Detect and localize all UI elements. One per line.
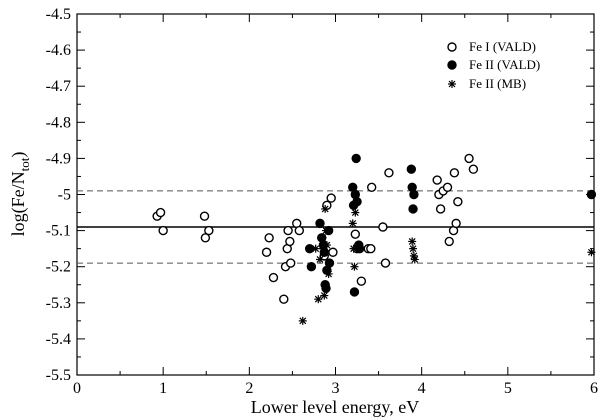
point-fe2-mb-3 [315, 255, 324, 264]
y-tick-label-1: -5.4 [46, 331, 71, 348]
point-fe2-mb-2 [314, 295, 323, 304]
point-fe2-mb-1 [311, 244, 320, 253]
point-fe2-mb-9 [322, 241, 331, 250]
y-axis: -5.5 -5.4 -5.3 -5.2 -5.1 -5 -4.9 -4.8 -4.7 -4.6 -4… [46, 6, 594, 384]
point-fe1-vald-6 [261, 247, 272, 257]
point-fe1-vald-30 [432, 175, 442, 185]
point-fe1-vald-35 [444, 236, 454, 247]
y-tick-label-7: -4.8 [46, 114, 71, 131]
y-tick-label-4: -5.1 [46, 223, 71, 240]
y-axis-title: log(Fe/Ntot) [8, 152, 32, 237]
point-fe1-vald-21 [350, 229, 361, 239]
x-tick-label-5: 5 [504, 380, 512, 397]
point-fe1-vald-8 [268, 272, 279, 283]
y-tick-label-10: -4.5 [46, 6, 71, 23]
point-fe2-mb-13 [350, 262, 359, 271]
point-fe1-vald-7 [264, 233, 274, 243]
point-fe1-vald-41 [468, 164, 479, 174]
point-fe2-vald-19 [406, 164, 417, 174]
point-fe1-vald-14 [285, 258, 296, 268]
y-axis-title-main: log(Fe/N [8, 171, 29, 236]
point-fe2-mb-16 [409, 244, 418, 253]
point-fe1-vald-19 [326, 193, 336, 203]
y-tick-label-2: -5.3 [46, 295, 71, 312]
point-fe1-vald-40 [464, 153, 474, 164]
point-fe2-vald-13 [349, 287, 360, 297]
y-tick-label-5: -5 [58, 187, 71, 204]
point-fe2-mb-4 [318, 233, 327, 242]
x-tick-label-4: 4 [418, 380, 426, 397]
series-0 [152, 153, 479, 304]
y-tick-label-3: -5.2 [46, 259, 71, 276]
legend-label-fe2-mb: Fe II (MB) [469, 76, 526, 91]
point-fe1-vald-3 [199, 211, 210, 221]
point-fe1-vald-34 [442, 182, 453, 192]
point-fe2-mb-15 [408, 237, 417, 246]
x-tick-label-2: 2 [245, 380, 253, 397]
point-fe1-vald-39 [453, 197, 463, 207]
point-fe2-vald-16 [352, 197, 362, 207]
x-tick-label-0: 0 [73, 380, 81, 397]
legend-marker-fe2-mb [448, 80, 456, 88]
point-fe1-vald-5 [204, 225, 214, 236]
legend: Fe I (VALD) Fe II (VALD) Fe II (MB) [433, 36, 557, 98]
point-fe2-mb-14 [351, 208, 360, 217]
data-points [152, 153, 597, 325]
point-fe2-vald-2 [315, 218, 325, 229]
legend-label-fe2-vald: Fe II (VALD) [469, 57, 540, 72]
point-fe2-vald-23 [586, 189, 597, 200]
point-fe1-vald-32 [435, 204, 446, 214]
point-fe2-mb-0 [298, 316, 307, 325]
point-fe1-vald-37 [449, 168, 460, 178]
point-fe1-vald-26 [366, 182, 377, 192]
x-tick-label-6: 6 [590, 380, 598, 397]
point-fe2-vald-10 [324, 258, 335, 268]
series-2 [298, 204, 596, 325]
point-fe1-vald-13 [285, 236, 295, 247]
point-fe2-mb-8 [322, 226, 331, 235]
y-tick-label-0: -5.5 [46, 367, 71, 384]
point-fe2-mb-7 [321, 204, 330, 213]
x-tick-label-1: 1 [159, 380, 167, 397]
point-fe2-mb-11 [348, 219, 357, 228]
legend-label-fe1-vald: Fe I (VALD) [469, 39, 536, 54]
point-fe2-mb-10 [324, 269, 333, 278]
x-tick-label-3: 3 [332, 380, 340, 397]
x-axis: 0 1 2 3 4 5 6 [73, 14, 598, 397]
point-fe1-vald-4 [200, 233, 211, 243]
point-fe1-vald-38 [451, 218, 461, 229]
point-fe1-vald-2 [158, 225, 168, 236]
y-axis-title-close: ) [8, 152, 29, 158]
point-fe1-vald-12 [283, 225, 293, 236]
point-fe1-vald-27 [378, 222, 388, 232]
y-axis-title-subscript: tot [17, 157, 32, 171]
y-tick-label-6: -4.9 [46, 150, 71, 167]
point-fe2-mb-19 [587, 248, 596, 257]
point-fe2-mb-18 [410, 255, 419, 264]
x-axis-title: Lower level energy, eV [251, 397, 419, 417]
y-tick-label-9: -4.6 [46, 42, 71, 59]
y-tick-label-8: -4.7 [46, 78, 71, 95]
point-fe1-vald-23 [356, 276, 367, 286]
point-fe1-vald-1 [155, 207, 166, 218]
point-fe1-vald-20 [328, 247, 338, 257]
point-fe2-vald-22 [409, 189, 419, 200]
point-fe2-vald-15 [351, 153, 361, 164]
point-fe1-vald-9 [279, 294, 289, 304]
point-fe1-vald-25 [366, 243, 376, 254]
legend-marker-fe2-vald [447, 60, 457, 70]
point-fe2-vald-1 [306, 262, 317, 272]
point-fe2-mb-6 [320, 291, 329, 300]
point-fe2-mb-12 [349, 244, 358, 253]
point-fe2-vald-21 [408, 204, 418, 214]
legend-marker-fe1-vald [447, 42, 457, 52]
point-fe1-vald-28 [380, 258, 391, 268]
point-fe2-vald-7 [321, 283, 331, 294]
point-fe1-vald-16 [294, 225, 305, 236]
point-fe1-vald-29 [384, 168, 394, 178]
